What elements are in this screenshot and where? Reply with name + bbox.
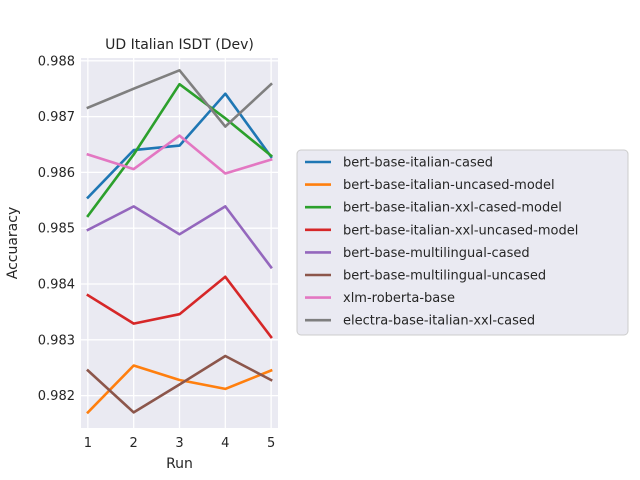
- y-tick-label: 0.982: [38, 389, 75, 404]
- y-tick-label: 0.986: [38, 166, 75, 181]
- x-axis-ticks: 1 2 3 4 5: [84, 436, 276, 451]
- y-tick-label: 0.985: [38, 222, 75, 237]
- y-tick-label: 0.988: [38, 54, 75, 69]
- legend-label: electra-base-italian-xxl-cased: [343, 314, 535, 329]
- legend-label: bert-base-italian-uncased-model: [343, 178, 555, 193]
- series-line: [86, 134, 273, 175]
- x-tick-label: 1: [84, 436, 92, 451]
- legend-label: bert-base-multilingual-cased: [343, 246, 530, 261]
- legend-box: [296, 149, 629, 336]
- legend-label: bert-base-italian-xxl-uncased-model: [343, 223, 578, 238]
- legend-label: bert-base-italian-xxl-cased-model: [343, 201, 562, 216]
- y-tick-label: 0.983: [38, 333, 75, 348]
- legend-label: bert-base-multilingual-uncased: [343, 269, 546, 284]
- series-line: [86, 92, 273, 200]
- series-line: [86, 275, 273, 339]
- y-tick-label: 0.984: [38, 278, 75, 293]
- grid: [81, 58, 278, 428]
- series-line: [86, 69, 273, 128]
- legend: bert-base-italian-cased bert-base-italian…: [296, 149, 629, 336]
- x-tick-label: 2: [130, 436, 138, 451]
- y-axis-ticks: 0.982 0.983 0.984 0.985 0.986 0.987 0.988: [38, 54, 75, 404]
- series-line: [86, 364, 273, 415]
- series-line: [86, 82, 273, 218]
- series-line: [86, 354, 273, 414]
- x-tick-label: 4: [221, 436, 229, 451]
- series-line: [86, 205, 273, 270]
- y-axis-label: Accuaracy: [5, 207, 21, 280]
- x-axis-label: Run: [166, 456, 193, 472]
- x-tick-label: 5: [267, 436, 275, 451]
- legend-label: bert-base-italian-cased: [343, 156, 493, 171]
- legend-label: xlm-roberta-base: [343, 291, 455, 306]
- y-tick-label: 0.987: [38, 110, 75, 125]
- x-tick-label: 3: [175, 436, 183, 451]
- chart-title: UD Italian ISDT (Dev): [105, 37, 254, 53]
- series-lines: [86, 69, 273, 415]
